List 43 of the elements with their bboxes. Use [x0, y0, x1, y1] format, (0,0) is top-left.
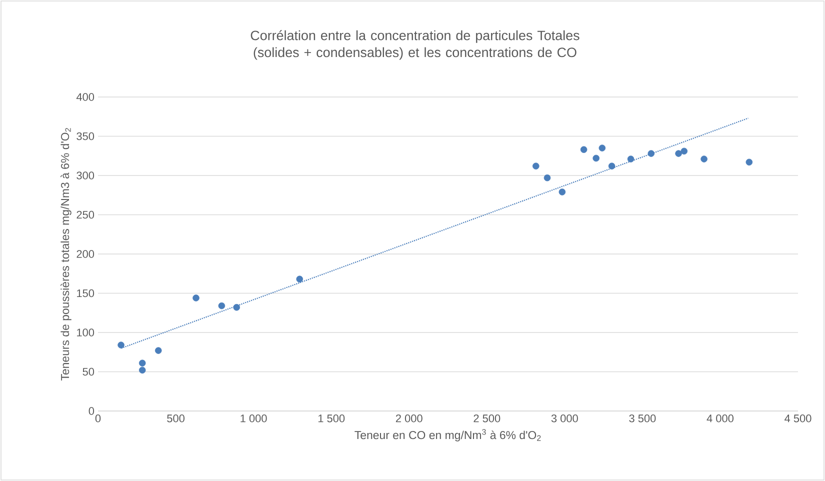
point [233, 304, 240, 311]
y-tick-label: 150 [77, 289, 94, 298]
point [154, 347, 162, 354]
y-tick-label: 300 [76, 172, 94, 180]
x-tick-label: 4 000 [706, 414, 734, 422]
x-tick-label: 3 500 [629, 414, 656, 422]
chart-title: Corrélation entre la concentration de particules Totales (solides + condensables) et les concentrations de CO [250, 30, 580, 60]
x-tick-label: 500 [167, 414, 184, 422]
point [544, 174, 551, 182]
point [532, 162, 540, 170]
point [746, 158, 753, 166]
point [580, 146, 588, 153]
point [558, 188, 566, 196]
x-tick-label: 0 [95, 414, 101, 422]
x-tick-label: 3 000 [551, 414, 578, 422]
point [592, 154, 600, 162]
point [700, 156, 708, 162]
point [138, 366, 146, 374]
x-tick-label: 4 500 [784, 414, 812, 422]
y-tick-label: 100 [77, 328, 94, 336]
point [627, 156, 634, 162]
point [218, 302, 226, 310]
y-axis-title: Teneurs de poussières totales mg/Nm3 à 6% d'O$_{2}$ [60, 128, 72, 381]
x-tick-label: 1 500 [318, 414, 345, 422]
point [296, 276, 303, 282]
y-tick-label: 350 [76, 132, 94, 140]
y-tick-label: 200 [76, 250, 94, 258]
x-tick-label: 2 000 [396, 414, 422, 422]
point [608, 162, 616, 170]
x-axis-title: Teneur en CO en mg/Nm$^{3}$ à 6% d'O$_{2}$ [354, 429, 541, 442]
y-tick-label: 400 [76, 93, 94, 101]
y-tick-label: 50 [82, 368, 94, 376]
point [648, 150, 655, 157]
y-tick-label: 250 [76, 210, 94, 219]
x-tick-label: 2 500 [474, 414, 500, 422]
point [118, 342, 124, 348]
point [598, 144, 606, 152]
y-tick-label: 0 [88, 407, 94, 415]
x-tick-label: 1 000 [240, 414, 267, 422]
point [675, 150, 682, 157]
point [192, 294, 200, 302]
point [138, 360, 146, 366]
point [680, 148, 688, 155]
